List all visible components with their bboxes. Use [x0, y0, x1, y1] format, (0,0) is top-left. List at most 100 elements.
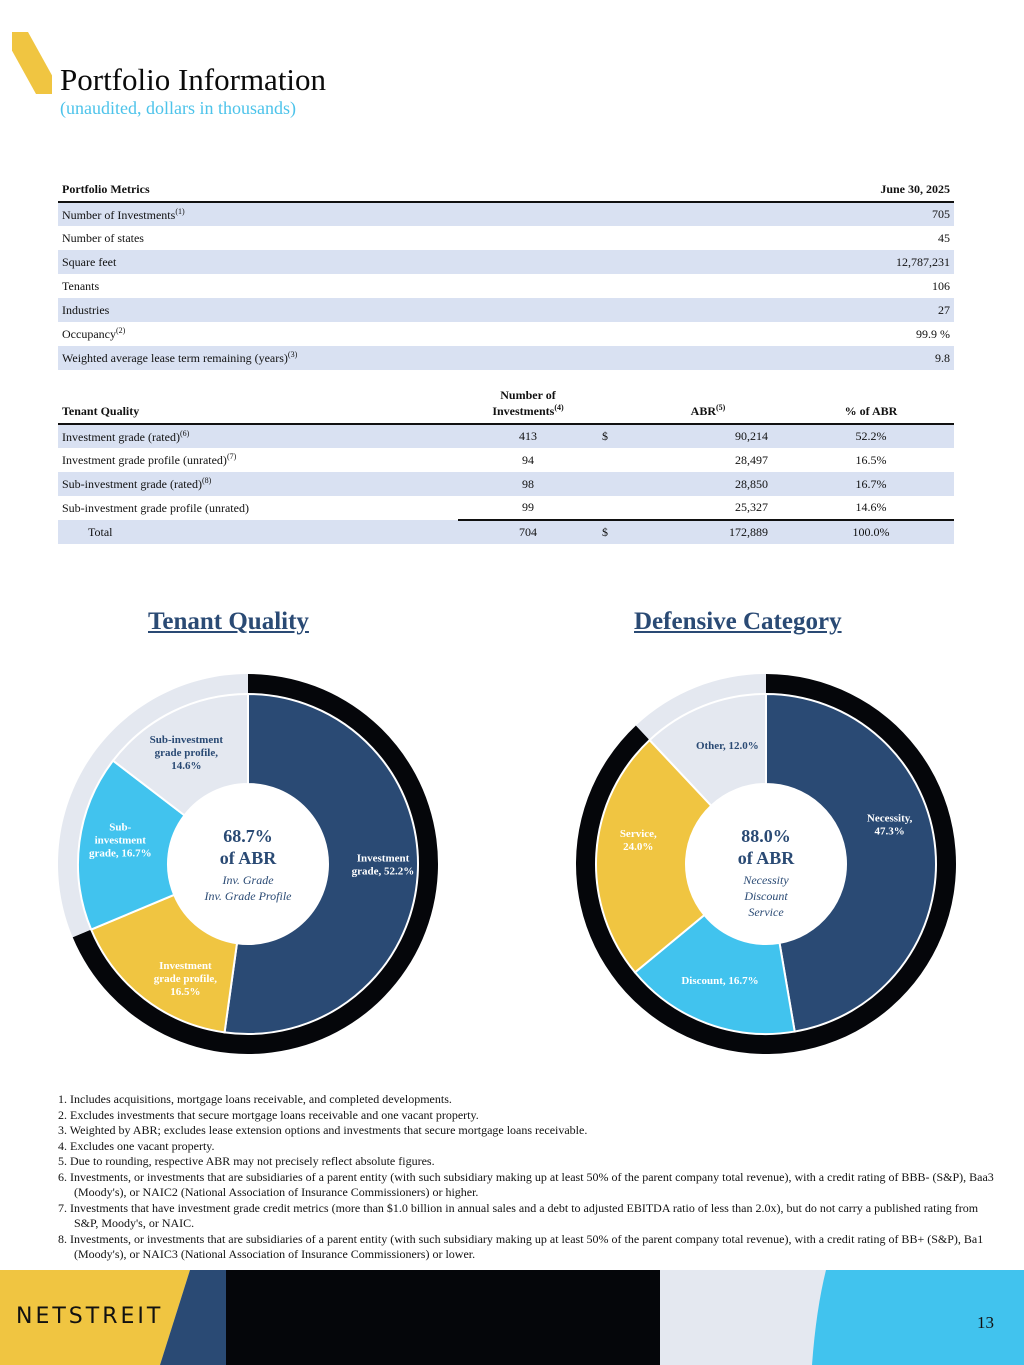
slice-necessity	[765, 692, 937, 1033]
center-sub: of ABR	[738, 848, 796, 868]
page-title: Portfolio Information	[60, 62, 327, 97]
slice-label: Other, 12.0%	[696, 740, 759, 752]
abr-pct: 16.5%	[855, 452, 887, 467]
col-header: Number of Investments(4)	[492, 388, 564, 418]
center-line: Discount	[743, 889, 788, 903]
slice-sub-investment-grade	[77, 759, 186, 931]
abr-value: 28,850	[628, 472, 788, 496]
portfolio-metrics-table: Portfolio Metrics June 30, 2025 Number of…	[58, 178, 954, 370]
table-row: Industries 27	[58, 298, 954, 322]
chart-title: Defensive Category	[634, 608, 842, 635]
slice-investment-grade	[223, 692, 419, 1035]
table-row: Number of Investments(1) 705	[58, 202, 954, 226]
slice-label: Discount, 16.7%	[681, 975, 758, 987]
abr-pct: 16.7%	[788, 472, 954, 496]
center-value: 68.7%	[223, 826, 273, 846]
slice-label: 47.3%	[875, 825, 905, 837]
slice-label: grade, 16.7%	[89, 848, 152, 860]
slice-label: grade profile,	[154, 973, 218, 985]
center-line: Inv. Grade Profile	[204, 889, 293, 903]
abr-pct: 14.6%	[855, 500, 887, 514]
center-line: Service	[748, 905, 784, 919]
investments-count: 98	[458, 472, 598, 496]
chart-title: Tenant Quality	[148, 608, 309, 635]
footnote: 8. Investments, or investments that are …	[58, 1231, 984, 1262]
col-header: Tenant Quality	[62, 404, 140, 418]
abr-value: 172,889	[628, 519, 788, 544]
col-header: ABR(5)	[690, 403, 726, 418]
center-sub: of ABR	[220, 848, 278, 868]
table-row: Investment grade (rated)(6) 413 $90,214 52.…	[58, 424, 954, 448]
outer-ring-other	[58, 674, 248, 938]
slice-label: 14.6%	[171, 760, 201, 772]
metric-value: 45	[938, 230, 950, 245]
footnote: 5. Due to rounding, respective ABR may n…	[58, 1154, 435, 1168]
page-subtitle: (unaudited, dollars in thousands)	[60, 98, 296, 118]
metric-value: 99.9 %	[916, 326, 950, 341]
table-row: Investment grade profile (unrated)(7) 94 2…	[58, 448, 954, 472]
slice-label: 24.0%	[623, 841, 653, 853]
footer-band	[0, 1270, 1024, 1365]
center-value: 88.0%	[741, 826, 791, 846]
slice-label: 16.5%	[170, 986, 200, 998]
slice-discount	[633, 913, 796, 1035]
slice-label: Sub-investment	[150, 734, 224, 746]
footnote: 3. Weighted by ABR; excludes lease exten…	[58, 1123, 588, 1137]
slice-other	[648, 692, 767, 808]
table-row: Sub-investment grade profile (unrated) 99…	[58, 496, 954, 520]
table-row: Tenants 106	[58, 274, 954, 298]
investments-count: 704	[458, 519, 598, 544]
metric-value: 106	[932, 278, 950, 293]
metric-label: Square feet	[58, 250, 738, 274]
slice-label: Service,	[620, 828, 657, 840]
slice-label: Investment	[159, 960, 212, 972]
row-label: Investment grade profile (unrated)(7)	[62, 452, 237, 467]
slice-label: Sub-	[109, 822, 131, 834]
abr-pct: 52.2%	[788, 424, 954, 448]
abr-value: 28,497	[735, 452, 768, 467]
slice-label: investment	[95, 835, 147, 847]
investments-count: 99	[522, 500, 534, 514]
abr-value: 25,327	[735, 500, 768, 514]
col-header: Portfolio Metrics	[62, 182, 150, 196]
slice-label: grade profile,	[155, 747, 219, 759]
row-label: Sub-investment grade profile (unrated)	[62, 501, 249, 515]
metric-label: Tenants	[62, 279, 100, 293]
footnote: 7. Investments that have investment grad…	[58, 1200, 979, 1231]
tenant-quality-table: Tenant Quality Number of Investments(4) A…	[58, 388, 954, 544]
metric-value: 27	[737, 298, 954, 322]
investments-count: 94	[522, 452, 534, 467]
slice-sub-investment-grade-profile	[111, 692, 249, 817]
currency: $	[598, 424, 628, 448]
abr-pct: 100.0%	[788, 519, 954, 544]
row-label: Total	[58, 520, 458, 544]
metric-label: Occupancy(2)	[62, 326, 126, 341]
abr-value: 90,214	[628, 424, 788, 448]
currency	[598, 472, 628, 496]
footnote: 4. Excludes one vacant property.	[58, 1138, 215, 1153]
footnote: 1. Includes acquisitions, mortgage loans…	[58, 1092, 452, 1106]
table-row: Total 704 $172,889 100.0%	[58, 519, 954, 544]
investments-count: 413	[458, 424, 598, 448]
footnote: 2. Excludes investments that secure mort…	[58, 1107, 479, 1122]
table-row: Occupancy(2) 99.9 %	[58, 322, 954, 346]
metric-value: 12,787,231	[737, 250, 954, 274]
table-row: Sub-investment grade (rated)(8) 98 28,850 1…	[58, 472, 954, 496]
table-row: Weighted average lease term remaining (y…	[58, 346, 954, 370]
table-row: Square feet 12,787,231	[58, 250, 954, 274]
metric-label: Industries	[58, 298, 738, 322]
metric-value: 9.8	[737, 346, 954, 370]
currency: $	[598, 519, 628, 544]
page-number: 13	[977, 1313, 994, 1332]
metric-label: Weighted average lease term remaining (y…	[58, 346, 738, 370]
row-label: Investment grade (rated)(6)	[58, 424, 458, 448]
center-line: Inv. Grade	[221, 873, 274, 887]
netstreit-logo: NETSTREIT	[16, 1304, 164, 1329]
col-header: % of ABR	[844, 404, 898, 418]
center-line: Necessity	[742, 873, 789, 887]
col-header: June 30, 2025	[880, 182, 950, 196]
metric-label: Number of Investments(1)	[58, 202, 738, 226]
slice-investment-grade-profile	[89, 893, 239, 1034]
row-label: Sub-investment grade (rated)(8)	[58, 472, 458, 496]
